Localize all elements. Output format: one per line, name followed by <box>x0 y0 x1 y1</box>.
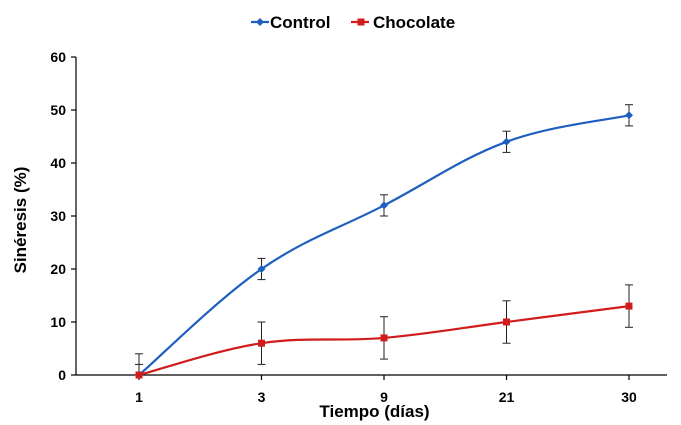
data-point <box>625 111 633 120</box>
legend-label: Control <box>270 13 330 32</box>
x-tick-label: 3 <box>258 389 266 405</box>
legend-label: Chocolate <box>373 13 455 32</box>
x-axis-title: Tiempo (días) <box>319 402 429 421</box>
y-tick-label: 20 <box>50 261 66 277</box>
y-axis-title: Sinéresis (%) <box>11 167 30 274</box>
data-point <box>625 302 633 310</box>
data-point <box>258 339 265 347</box>
x-tick-label: 9 <box>380 389 388 405</box>
series-chocolate <box>135 284 633 379</box>
legend-marker <box>256 18 264 26</box>
data-point <box>503 318 510 326</box>
y-tick-label: 30 <box>50 208 66 224</box>
y-tick-label: 60 <box>50 49 66 65</box>
y-tick-label: 40 <box>50 155 66 171</box>
x-tick-label: 30 <box>621 389 637 405</box>
x-axis: 1 3 9 21 30 <box>76 374 667 405</box>
x-tick-label: 1 <box>135 389 143 405</box>
legend-item-chocolate: Chocolate <box>351 13 455 32</box>
plot-area <box>135 104 633 379</box>
data-point <box>135 371 143 379</box>
series-control <box>135 104 633 379</box>
legend-item-control: Control <box>251 13 330 32</box>
data-point <box>502 137 511 146</box>
data-point <box>257 265 266 273</box>
data-point <box>380 334 388 342</box>
legend: Control Chocolate <box>251 13 455 32</box>
y-axis: 0 10 20 30 40 50 60 <box>50 49 77 383</box>
y-tick-label: 0 <box>58 367 66 383</box>
legend-marker <box>357 18 365 26</box>
y-tick-label: 50 <box>50 102 66 118</box>
x-tick-label: 21 <box>499 389 515 405</box>
y-tick-label: 10 <box>50 314 66 330</box>
data-point <box>380 201 388 210</box>
